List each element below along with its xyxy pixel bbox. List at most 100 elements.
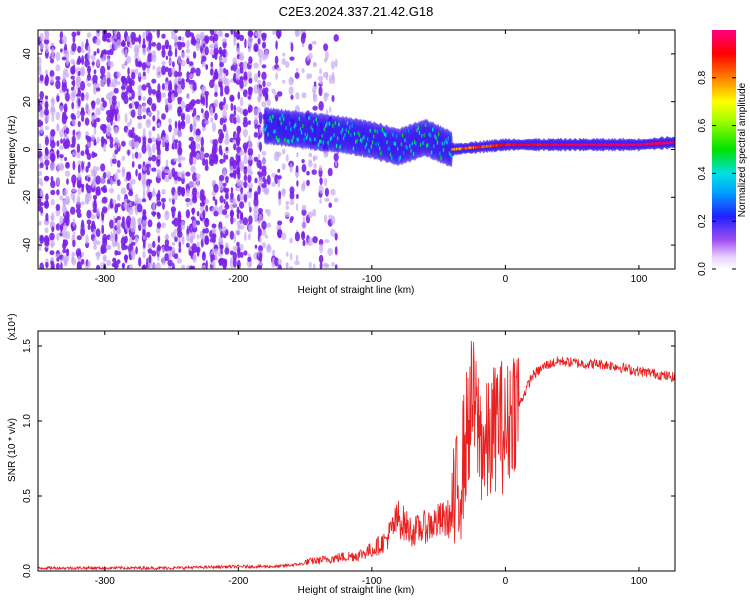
noise-cell xyxy=(77,71,81,76)
noise-cell xyxy=(204,120,210,125)
noise-cell xyxy=(157,154,161,160)
noise-cell xyxy=(240,186,244,194)
noise-cell xyxy=(96,48,100,54)
noise-cell xyxy=(55,76,61,81)
noise-cell xyxy=(55,79,61,90)
noise-cell xyxy=(248,95,251,100)
noise-cell xyxy=(180,264,186,269)
noise-cell xyxy=(147,248,153,254)
noise-cell xyxy=(138,71,142,78)
noise-cell xyxy=(180,42,186,48)
noise-cell xyxy=(137,105,142,115)
noise-cell xyxy=(230,210,234,216)
noise-cell xyxy=(55,203,61,212)
noise-cell xyxy=(45,104,49,110)
noise-cell xyxy=(85,38,89,47)
noise-cell xyxy=(289,163,293,173)
noise-cell xyxy=(306,170,310,176)
noise-cell xyxy=(152,65,156,70)
noise-cell xyxy=(85,234,89,245)
noise-cell xyxy=(308,73,313,79)
noise-cell xyxy=(233,72,237,83)
noise-cell xyxy=(220,90,224,97)
noise-cell xyxy=(77,160,82,166)
noise-cell xyxy=(264,87,269,93)
noise-cell xyxy=(172,195,175,200)
noise-cell xyxy=(205,204,209,212)
noise-cell xyxy=(56,140,60,147)
noise-cell xyxy=(193,130,197,137)
noise-cell xyxy=(248,56,253,64)
noise-cell xyxy=(50,58,54,64)
noise-cell xyxy=(181,187,185,197)
noise-cell xyxy=(239,243,244,251)
noise-cell xyxy=(277,31,281,40)
noise-cell xyxy=(167,50,173,57)
noise-cell xyxy=(264,187,269,194)
noise-cell xyxy=(110,176,113,187)
noise-cell xyxy=(177,96,183,102)
noise-cell xyxy=(289,237,293,244)
noise-cell xyxy=(80,258,85,265)
noise-cell xyxy=(178,106,182,111)
noise-cell xyxy=(219,30,222,38)
noise-cell xyxy=(186,71,190,80)
noise-cell xyxy=(233,172,237,180)
noise-cell xyxy=(160,92,167,98)
noise-cell xyxy=(156,70,162,79)
noise-cell xyxy=(93,244,97,251)
noise-cell xyxy=(127,172,130,179)
noise-cell xyxy=(96,166,100,171)
noise-cell xyxy=(141,176,147,185)
noise-cell xyxy=(196,40,200,49)
noise-cell xyxy=(45,73,49,80)
noise-cell xyxy=(55,51,61,62)
noise-cell xyxy=(91,134,96,141)
noise-cell xyxy=(243,154,248,165)
noise-cell xyxy=(142,250,146,259)
noise-cell xyxy=(196,211,200,217)
noise-cell xyxy=(192,172,198,182)
noise-cell xyxy=(238,54,245,61)
noise-cell xyxy=(285,261,289,268)
noise-cell xyxy=(107,178,111,185)
noise-cell xyxy=(38,56,42,64)
noise-cell xyxy=(151,42,157,47)
noise-cell xyxy=(95,228,101,238)
noise-cell xyxy=(156,109,160,117)
noise-cell xyxy=(213,70,219,80)
noise-cell xyxy=(39,42,44,50)
noise-cell xyxy=(311,169,317,175)
noise-cell xyxy=(176,257,182,264)
noise-cell xyxy=(50,189,56,196)
noise-cell xyxy=(205,259,208,269)
noise-cell xyxy=(329,106,332,113)
noise-cell xyxy=(253,205,259,213)
noise-cell xyxy=(76,195,81,205)
noise-cell xyxy=(261,32,267,39)
noise-cell xyxy=(254,193,258,199)
noise-cell xyxy=(63,115,68,120)
noise-cell xyxy=(236,209,242,214)
noise-cell xyxy=(240,212,244,220)
noise-cell xyxy=(239,76,244,81)
noise-cell xyxy=(277,229,283,238)
noise-cell xyxy=(239,34,245,42)
noise-cell xyxy=(56,176,60,186)
noise-cell xyxy=(259,84,262,89)
noise-cell xyxy=(261,242,267,249)
noise-cell xyxy=(44,136,50,146)
noise-cell xyxy=(44,176,50,181)
noise-cell xyxy=(327,167,333,177)
noise-cell xyxy=(295,92,300,100)
noise-cell xyxy=(177,176,182,182)
noise-cell xyxy=(285,200,290,206)
noise-cell xyxy=(224,85,230,95)
noise-cell xyxy=(174,120,178,129)
noise-cell xyxy=(282,52,286,57)
noise-cell xyxy=(324,197,330,202)
noise-cell xyxy=(86,184,92,194)
noise-cell xyxy=(161,197,166,203)
noise-cell xyxy=(109,201,114,209)
noise-cell xyxy=(247,233,251,241)
